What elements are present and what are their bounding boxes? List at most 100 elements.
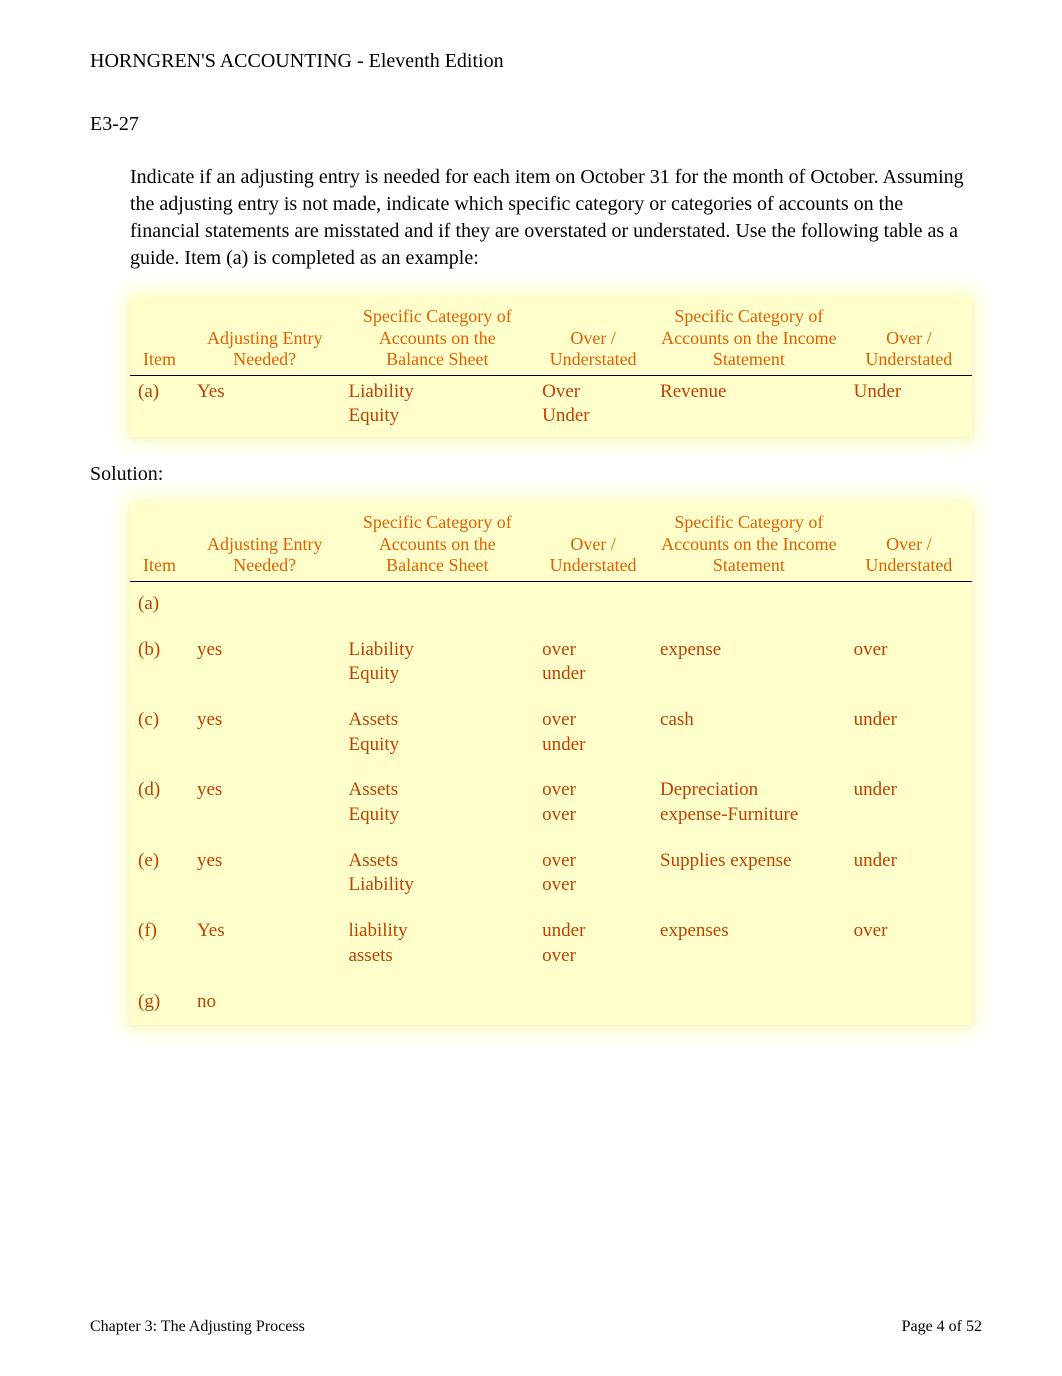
cell-over-under-2 [846,581,972,627]
solution-table-wrap: Item Adjusting Entry Needed? Specific Ca… [130,502,972,1025]
footer-right: Page 4 of 52 [902,1318,982,1336]
cell-over-under-2: over [846,909,972,979]
cell-adjusting: Yes [189,909,341,979]
cell-balance-sheet [340,581,534,627]
cell-balance-sheet: AssetsEquity [340,768,534,838]
cell-bs-line1: Assets [348,778,526,803]
page-title: HORNGREN'S ACCOUNTING - Eleventh Edition [90,50,982,73]
cell-balance-sheet: AssetsEquity [340,698,534,768]
cell-is-line1: cash [660,708,838,733]
cell-over-under-1: overunder [534,627,652,697]
cell-bs-line1: Assets [348,849,526,874]
solution-table: Item Adjusting Entry Needed? Specific Ca… [130,502,972,1025]
cell-over-under-1 [534,979,652,1025]
problem-text: Indicate if an adjusting entry is needed… [130,164,972,272]
cell-income-statement: Supplies expense [652,838,846,908]
cell-is-line1: Depreciation [660,778,838,803]
header-income-statement: Specific Category of Accounts on the Inc… [652,502,846,581]
cell-bs-line2: Equity [348,733,526,758]
table-header-row: Item Adjusting Entry Needed? Specific Ca… [130,296,972,375]
header-income-statement: Specific Category of Accounts on the Inc… [652,296,846,375]
header-item: Item [130,502,189,581]
header-over-under-2: Over / Understated [846,296,972,375]
cell-bs-line1: Assets [348,708,526,733]
cell-bs-line2: Equity [348,662,526,687]
cell-over-under-1: overunder [534,698,652,768]
cell-item: (a) [130,375,189,437]
cell-adjusting [189,581,341,627]
cell-item: (a) [130,581,189,627]
table-row: (e)yesAssetsLiabilityoveroverSupplies ex… [130,838,972,908]
header-over-under-1: Over / Understated [534,502,652,581]
cell-over-under-1: underover [534,909,652,979]
example-table: Item Adjusting Entry Needed? Specific Ca… [130,296,972,437]
table-row: (b)yesLiabilityEquityoverunderexpenseove… [130,627,972,697]
example-table-wrap: Item Adjusting Entry Needed? Specific Ca… [130,296,972,437]
cell-income-statement [652,581,846,627]
header-balance-sheet: Specific Category of Accounts on the Bal… [340,296,534,375]
cell-bs-line1: liability [348,919,526,944]
cell-is-line1: expense [660,638,838,663]
cell-over-under-1: overover [534,768,652,838]
header-adjusting: Adjusting Entry Needed? [189,502,341,581]
cell-item: (g) [130,979,189,1025]
cell-ou1-line2: over [542,944,644,969]
cell-income-statement: expenses [652,909,846,979]
cell-bs-line2: Equity [348,404,526,429]
cell-ou1-line2: Under [542,404,644,429]
exercise-label: E3-27 [90,113,982,136]
cell-ou1-line1: over [542,849,644,874]
cell-ou1-line1: under [542,919,644,944]
cell-ou1-line1: over [542,708,644,733]
cell-adjusting: yes [189,838,341,908]
cell-item: (c) [130,698,189,768]
header-balance-sheet: Specific Category of Accounts on the Bal… [340,502,534,581]
table-row: (c)yesAssetsEquityoverundercashunder [130,698,972,768]
cell-is-line1: Supplies expense [660,849,838,874]
cell-adjusting: no [189,979,341,1025]
cell-item: (d) [130,768,189,838]
cell-bs-line2: assets [348,944,526,969]
table-row: (g)no [130,979,972,1025]
cell-over-under-2: under [846,768,972,838]
table-row: (d)yesAssetsEquityoveroverDepreciationex… [130,768,972,838]
cell-item: (e) [130,838,189,908]
table-row: (f)Yesliabilityassetsunderoverexpensesov… [130,909,972,979]
cell-balance-sheet: liabilityassets [340,909,534,979]
cell-ou1-line2: over [542,803,644,828]
cell-balance-sheet: AssetsLiability [340,838,534,908]
cell-balance-sheet: Liability Equity [340,375,534,437]
cell-ou1-line2: under [542,662,644,687]
cell-adjusting: yes [189,768,341,838]
table-header-row: Item Adjusting Entry Needed? Specific Ca… [130,502,972,581]
cell-income-statement: Depreciationexpense-Furniture [652,768,846,838]
cell-over-under-2: over [846,627,972,697]
cell-income-statement [652,979,846,1025]
cell-ou1-line1: Over [542,380,644,405]
cell-adjusting: Yes [189,375,341,437]
cell-income-statement: expense [652,627,846,697]
cell-over-under-1 [534,581,652,627]
cell-item: (f) [130,909,189,979]
cell-ou1-line2: under [542,733,644,758]
cell-ou1-line2: over [542,873,644,898]
cell-ou1-line1: over [542,778,644,803]
cell-bs-line1: Liability [348,638,526,663]
footer-left: Chapter 3: The Adjusting Process [90,1318,305,1336]
header-over-under-2: Over / Understated [846,502,972,581]
cell-over-under-1: overover [534,838,652,908]
header-over-under-1: Over / Understated [534,296,652,375]
cell-over-under-2: under [846,698,972,768]
cell-ou1-line1: over [542,638,644,663]
table-row: (a) Yes Liability Equity Over Under Reve… [130,375,972,437]
cell-bs-line2: Equity [348,803,526,828]
cell-bs-line1: Liability [348,380,526,405]
cell-over-under-2 [846,979,972,1025]
cell-bs-line2: Liability [348,873,526,898]
cell-over-under-2: under [846,838,972,908]
cell-balance-sheet: LiabilityEquity [340,627,534,697]
cell-over-under-1: Over Under [534,375,652,437]
cell-is-line2: expense-Furniture [660,803,838,828]
table-row: (a) [130,581,972,627]
header-item: Item [130,296,189,375]
